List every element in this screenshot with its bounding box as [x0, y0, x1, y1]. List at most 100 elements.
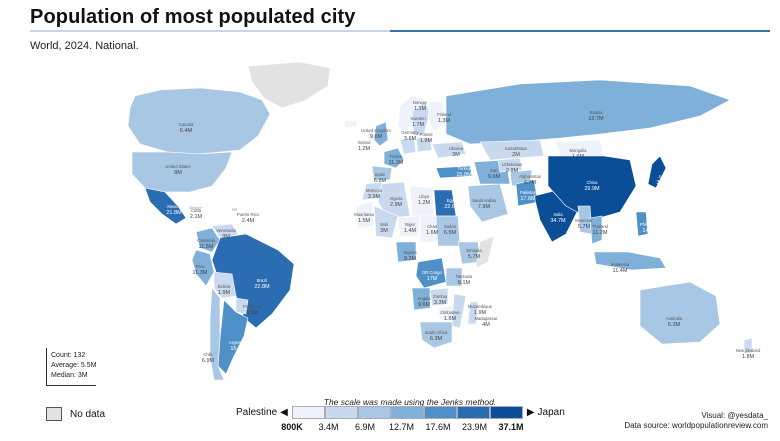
- country-paraguay: [235, 297, 249, 315]
- country-puerto-rico: [230, 207, 239, 212]
- country-uzbekistan: [497, 157, 523, 173]
- label-name-tanzania: Tanzania: [456, 274, 473, 279]
- label-value-ethiopia: 5.7M: [468, 254, 481, 260]
- country-philippines: [635, 211, 649, 237]
- label-value-philippines: 14.9M: [642, 228, 658, 234]
- label-value-saudi-arabia: 7.9M: [478, 204, 491, 210]
- label-value-libya: 1.2M: [418, 200, 431, 206]
- label-name-angola: Angola: [417, 296, 431, 301]
- label-name-spain: Spain: [375, 172, 386, 177]
- country-tanzania: [445, 267, 463, 287]
- legend-low-label: Palestine: [236, 407, 278, 418]
- country-china: [547, 155, 637, 221]
- label-value-bolivia: 1.9M: [218, 290, 231, 296]
- left-arrow-icon: ◀: [280, 407, 288, 418]
- country-finland: [427, 101, 447, 133]
- label-value-united-kingdom: 9.6M: [370, 134, 383, 140]
- country-mozambique: [451, 293, 467, 329]
- label-name-mongolia: Mongolia: [570, 148, 588, 153]
- subtitle: World, 2024. National.: [30, 40, 139, 52]
- label-value-india: 34.7M: [550, 218, 566, 224]
- label-value-morocco: 3.9M: [368, 194, 381, 200]
- label-name-united-states: United States: [165, 164, 190, 169]
- country-bolivia: [213, 271, 237, 299]
- label-name-madagascar: Madagascar: [474, 316, 498, 321]
- label-name-brazil: Brazil: [257, 278, 268, 283]
- label-name-algeria: Algeria: [389, 196, 403, 201]
- legend-swatch-2: [357, 406, 391, 419]
- label-name-norway: Norway: [413, 100, 428, 105]
- label-name-saudi-arabia: Saudi Arabia: [472, 198, 496, 203]
- label-name-mauritania: Mauritania: [354, 212, 374, 217]
- country-mexico: [144, 187, 187, 225]
- no-data-legend: No data: [46, 407, 105, 421]
- country-cuba: [187, 205, 205, 211]
- label-name-colombia: Colombia: [197, 238, 215, 243]
- country-zimbabwe: [437, 305, 453, 321]
- label-value-pakistan: 17.6M: [520, 196, 536, 202]
- country-chad: [419, 215, 439, 243]
- color-legend: Palestine ◀ ▶ Japan: [236, 406, 565, 419]
- label-name-philippines: Philippines: [640, 222, 660, 227]
- legend-swatch-0: [291, 406, 325, 419]
- label-value-egypt: 22.6M: [444, 204, 460, 210]
- label-value-chad: 1.6M: [426, 230, 439, 236]
- label-name-finland: Finland: [437, 112, 451, 117]
- legend-color-bar: [291, 406, 523, 419]
- country-chile: [209, 287, 225, 381]
- label-name-puerto-rico: Puerto Rico: [237, 212, 260, 217]
- label-value-sweden: 1.7M: [412, 122, 425, 128]
- label-value-algeria: 2.9M: [390, 202, 403, 208]
- label-name-peru: Peru: [196, 264, 206, 269]
- legend-tick-2: 6.9M: [354, 422, 376, 432]
- label-value-niger: 1.4M: [404, 228, 417, 234]
- label-value-mexico: 21.8M: [166, 210, 182, 216]
- label-value-sudan: 6.5M: [444, 230, 457, 236]
- label-name-japan: Japan: [658, 174, 670, 179]
- country-egypt: [433, 189, 457, 217]
- label-name-venezuela: Venezuela: [216, 228, 236, 233]
- legend-tick-3: 12.7M: [388, 422, 415, 432]
- label-name-pakistan: Pakistan: [520, 190, 537, 195]
- legend-note: The scale was made using the Jenks metho…: [323, 397, 497, 407]
- label-value-france: 11.3M: [389, 160, 404, 166]
- page-title: Population of most populated city: [30, 6, 356, 28]
- label-name-india: India: [553, 212, 563, 217]
- label-value-canada: 6.4M: [180, 128, 193, 134]
- label-name-niger: Niger: [405, 222, 416, 227]
- label-name-afghanistan: Afghanistan: [519, 174, 542, 179]
- label-value-brazil: 22.8M: [254, 284, 270, 290]
- label-value-norway: 1.1M: [414, 106, 427, 112]
- country-saudi-arabia: [467, 183, 509, 223]
- legend-tick-5: 23.9M: [461, 422, 488, 432]
- label-name-libya: Libya: [419, 194, 430, 199]
- label-value-uzbekistan: 2.9M: [506, 168, 519, 174]
- label-name-zambia: Zambia: [433, 294, 448, 299]
- label-value-paraguay: 3.5M: [246, 310, 259, 316]
- label-name-indonesia: Indonesia: [611, 262, 630, 267]
- label-value-nigeria: 9.3M: [404, 256, 417, 262]
- country-france: [383, 147, 405, 169]
- credit-source: Data source: worldpopulationreview.com: [624, 421, 768, 430]
- label-value-zimbabwe: 1.6M: [444, 316, 457, 322]
- country-ethiopia: [457, 241, 481, 265]
- label-value-ireland: 1.2M: [358, 146, 371, 152]
- label-name-chad: Chad: [427, 224, 438, 229]
- credit-visual: Visual: @yesdata_: [701, 411, 768, 420]
- label-name-morocco: Morocco: [366, 188, 383, 193]
- label-name-uzbekistan: Uzbekistan: [502, 162, 523, 167]
- country-japan: [647, 155, 667, 189]
- country-peru: [191, 249, 215, 287]
- label-name-ethiopia: Ethiopia: [466, 248, 482, 253]
- country-niger: [397, 215, 421, 237]
- label-name-dr-congo: DR Congo: [422, 270, 442, 275]
- label-value-peru: 11.3M: [193, 270, 208, 276]
- summary-stats: Count: 132 Average: 5.5M Median: 3M: [46, 348, 97, 386]
- country-greenland: [247, 61, 331, 109]
- label-name-france: France: [389, 154, 403, 159]
- label-name-australia: Australia: [666, 316, 683, 321]
- legend-swatch-6: [489, 406, 523, 419]
- label-value-venezuela: 3M: [222, 234, 230, 240]
- label-value-australia: 5.3M: [668, 322, 681, 328]
- country-south-africa: [419, 321, 453, 349]
